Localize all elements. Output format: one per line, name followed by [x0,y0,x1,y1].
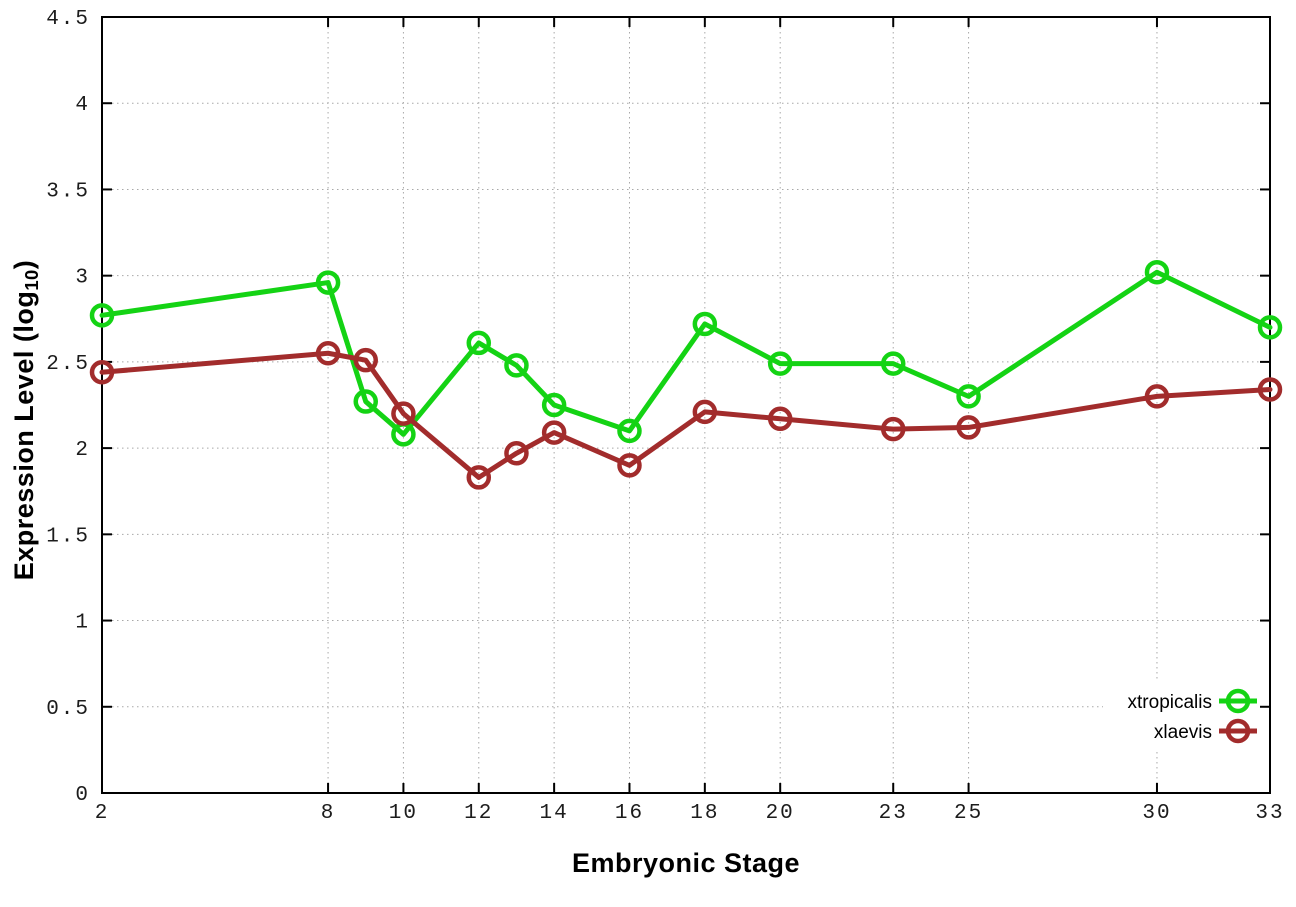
y-axis-title: Expression Level (log10) [9,260,43,581]
data-point-xtropicalis [956,384,981,409]
y-tick-label: 2 [75,439,90,462]
y-tick-label: 1 [75,612,90,635]
y-tick-label: 0 [75,784,90,807]
y-tick-label: 3.5 [46,180,90,203]
data-point-xtropicalis [315,270,341,295]
y-tick-label: 4 [75,94,90,117]
data-point-xtropicalis [353,389,378,414]
data-point-xlaevis [617,453,642,478]
y-tick-label: 2.5 [46,353,90,376]
x-tick-label: 33 [1255,802,1284,825]
data-point-xlaevis [504,441,529,466]
legend-marker-xtropicalis [1225,688,1251,714]
series-line-xlaevis [99,350,1273,480]
data-point-xlaevis [391,401,416,426]
y-tick-label: 0.5 [46,698,90,721]
data-point-xlaevis [1144,384,1170,409]
y-tick-label: 4.5 [46,8,90,31]
data-point-xlaevis [466,465,492,490]
data-point-xlaevis [880,416,906,442]
data-point-xlaevis [692,399,718,425]
y-axis-title-main: Expression Level (log [9,290,40,581]
x-tick-label: 18 [690,802,719,825]
plot-border [101,16,1271,794]
data-point-xtropicalis [880,351,906,376]
data-point-xlaevis [541,420,567,445]
data-point-xtropicalis [89,303,115,328]
x-tick-label: 20 [766,802,795,825]
x-tick-label: 30 [1142,802,1171,825]
x-tick-label: 14 [540,802,569,825]
data-point-xtropicalis [617,418,642,444]
data-point-xtropicalis [1144,259,1170,285]
x-tick-label: 25 [954,802,983,825]
x-tick-label: 2 [95,802,110,825]
data-point-xtropicalis [541,392,567,418]
y-axis-title-subscript: 10 [20,269,42,291]
x-tick-label: 23 [879,802,908,825]
x-axis-title: Embryonic Stage [571,848,801,878]
data-point-xlaevis [1257,377,1283,402]
x-tick-label: 12 [464,802,493,825]
data-point-xtropicalis [1257,315,1283,340]
y-tick-label: 3 [75,267,90,290]
data-point-xtropicalis [466,330,492,356]
x-tick-label: 8 [321,802,336,825]
data-point-xtropicalis [767,351,793,376]
data-point-xlaevis [89,359,115,385]
y-tick-label: 1.5 [46,525,90,548]
x-tick-label: 10 [389,802,418,825]
data-point-xtropicalis [692,311,718,337]
data-point-xlaevis [315,341,341,366]
x-tick-label: 16 [615,802,644,825]
legend-label-xlaevis: xlaevis [1154,722,1212,743]
series-line-xtropicalis [99,269,1273,437]
legend-label-xtropicalis: xtropicalis [1128,692,1212,713]
data-point-xlaevis [353,347,378,373]
data-point-xtropicalis [504,353,529,378]
data-point-xlaevis [956,415,981,440]
y-axis-title-close: ) [9,259,40,270]
legend-marker-xlaevis [1225,718,1251,744]
data-point-xlaevis [767,406,793,432]
